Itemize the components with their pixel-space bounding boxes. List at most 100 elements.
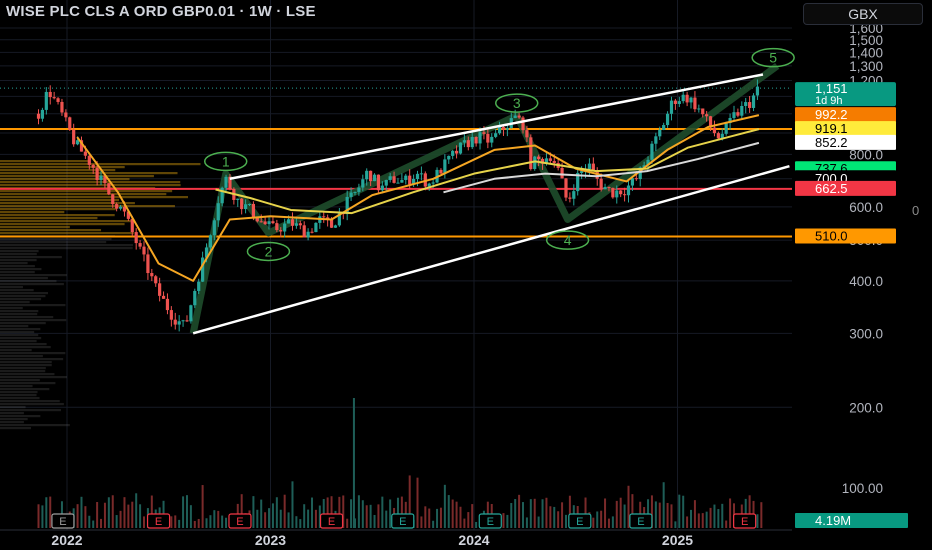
- profile-bar: [0, 358, 64, 361]
- volume-bar: [662, 482, 665, 528]
- volume-bar: [725, 520, 728, 528]
- earnings-marker-label: E: [576, 516, 583, 528]
- volume-bar: [119, 510, 122, 528]
- volume-bar: [240, 494, 243, 528]
- profile-bar: [0, 412, 24, 415]
- price-tag-label: 510.0: [815, 229, 848, 244]
- candle-body: [267, 221, 271, 225]
- volume-bar: [178, 519, 181, 528]
- earnings-marker: [568, 513, 592, 529]
- time-axis-label: 2022: [51, 532, 82, 548]
- volume-bar: [678, 494, 681, 528]
- candle-body: [329, 219, 334, 228]
- volume-bar: [84, 506, 87, 528]
- candle-body: [306, 231, 310, 238]
- candle-body: [392, 176, 396, 183]
- ma-line-mid: [215, 128, 760, 215]
- volume-tag: [795, 513, 908, 528]
- profile-bar: [0, 202, 135, 205]
- earnings-marker-label: E: [328, 516, 335, 528]
- volume-bar: [408, 475, 411, 528]
- profile-bar: [0, 379, 40, 382]
- candle-body: [126, 211, 130, 219]
- profile-bar: [0, 196, 189, 199]
- profile-bar: [0, 274, 67, 277]
- profile-bar: [0, 238, 112, 241]
- candle-body: [740, 105, 744, 116]
- currency-selector[interactable]: GBX: [803, 3, 923, 25]
- profile-bar: [0, 175, 154, 178]
- candle-body: [513, 115, 517, 119]
- candle-body: [384, 179, 388, 186]
- volume-bar: [213, 510, 216, 528]
- candle-body: [130, 218, 134, 233]
- price-axis-label: 800.0: [849, 147, 883, 162]
- profile-bar: [0, 400, 60, 403]
- candle-body: [732, 112, 736, 118]
- volume-bar: [271, 503, 274, 528]
- candle-body: [748, 102, 752, 108]
- candle-body: [314, 222, 318, 233]
- candle-body: [353, 191, 357, 193]
- candle-body: [111, 194, 115, 205]
- wave-label-ring: [751, 47, 795, 68]
- profile-bar: [0, 361, 52, 364]
- candle-body: [474, 136, 478, 144]
- price-axis-label: 300.0: [849, 326, 883, 341]
- candle-body: [79, 140, 84, 152]
- profile-bar: [0, 370, 46, 373]
- candle-body: [517, 115, 521, 118]
- candle-body: [322, 216, 326, 218]
- candle-body: [580, 171, 584, 173]
- volume-bar: [459, 506, 462, 528]
- profile-bar: [0, 226, 70, 229]
- candle-body: [290, 219, 295, 226]
- ma-line-fast: [76, 114, 760, 282]
- chart-title: WISE PLC CLS A ORD GBP0.01 · 1W · LSE: [6, 3, 316, 20]
- volume-bar: [631, 494, 634, 528]
- volume-bar: [549, 506, 552, 528]
- candle-body: [251, 203, 256, 218]
- profile-bar: [0, 409, 61, 412]
- candle-body: [99, 175, 103, 180]
- wave-path: [189, 63, 780, 335]
- candle-body: [154, 276, 158, 284]
- candle-body: [705, 114, 709, 117]
- volume-bar: [596, 511, 599, 528]
- volume-bar: [88, 515, 91, 528]
- volume-bar: [756, 514, 759, 528]
- earnings-marker-label: E: [399, 516, 406, 528]
- profile-bar: [0, 295, 46, 298]
- price-tag: [795, 134, 896, 150]
- volume-bar: [682, 495, 685, 528]
- volume-bar: [428, 508, 431, 528]
- candle-body: [415, 173, 420, 179]
- profile-bar: [0, 418, 28, 421]
- profile-bar: [0, 229, 102, 232]
- profile-bar: [0, 388, 50, 391]
- volume-bar: [170, 516, 173, 528]
- volume-bar: [607, 518, 610, 528]
- candle-body: [361, 179, 365, 188]
- candle-body: [662, 125, 666, 130]
- candle-body: [439, 169, 443, 174]
- candle-body: [501, 127, 506, 130]
- volume-bar: [436, 508, 439, 528]
- volume-bar: [143, 516, 146, 528]
- volume-bar: [123, 497, 126, 528]
- price-axis-label: 0: [912, 203, 919, 218]
- profile-bar: [0, 262, 28, 265]
- volume-bar: [131, 501, 134, 528]
- candle-body: [333, 225, 338, 228]
- candle-body: [44, 91, 48, 110]
- volume-bar: [451, 499, 454, 528]
- candle-body: [75, 140, 80, 145]
- candle-body: [95, 167, 99, 180]
- profile-bar: [0, 250, 39, 253]
- volume-bar: [619, 497, 622, 528]
- profile-bar: [0, 352, 66, 355]
- profile-bar: [0, 214, 115, 217]
- candle-body: [615, 190, 619, 198]
